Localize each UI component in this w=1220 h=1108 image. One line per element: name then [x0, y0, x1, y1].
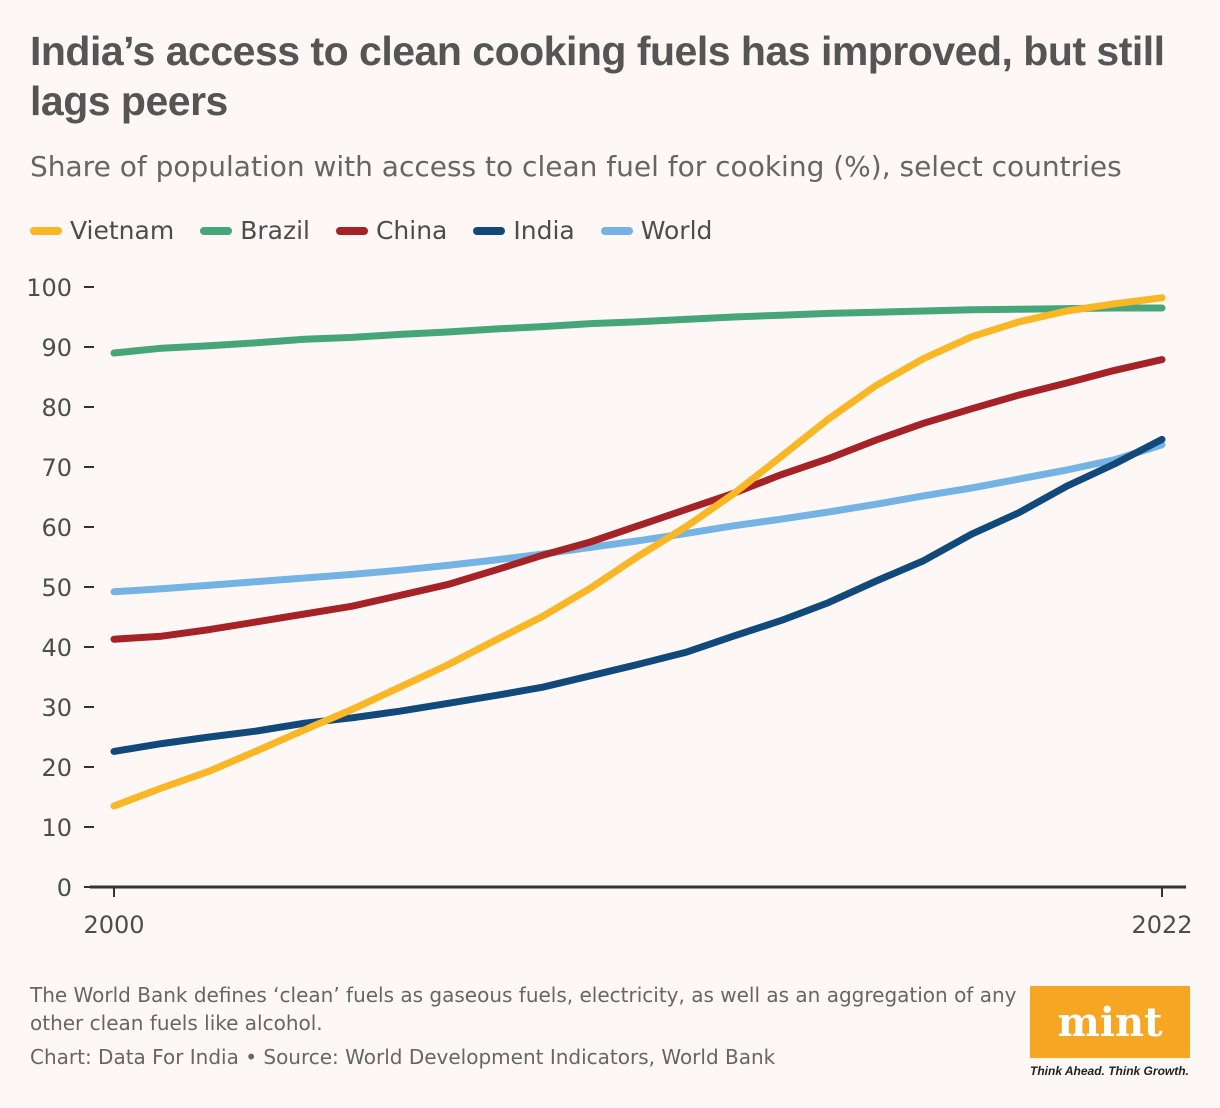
legend-swatch: [473, 226, 506, 235]
y-tick-label: 40: [41, 634, 72, 662]
mint-logo: mint Think Ahead. Think Growth.: [1030, 986, 1200, 1078]
y-tick-label: 90: [41, 334, 72, 362]
legend-item-world: World: [600, 216, 713, 245]
legend-swatch: [335, 226, 368, 235]
series-line-brazil: [110, 304, 1166, 357]
legend-label: India: [513, 216, 575, 245]
y-tick-label: 70: [41, 454, 72, 482]
legend-swatch: [600, 226, 633, 235]
legend-label: World: [640, 216, 713, 245]
legend-item-india: India: [473, 216, 575, 245]
chart-note: The World Bank defines ‘clean’ fuels as …: [30, 983, 1017, 1035]
legend-swatch: [30, 226, 62, 235]
y-tick-label: 0: [57, 874, 72, 902]
legend-item-china: China: [335, 216, 448, 245]
y-tick-label: 60: [41, 514, 72, 542]
logo-wordmark: mint: [1030, 986, 1190, 1058]
y-tick-label: 50: [41, 574, 72, 602]
legend-item-vietnam: Vietnam: [30, 216, 174, 245]
chart-subtitle: Share of population with access to clean…: [30, 150, 1122, 183]
x-tick-label: 2000: [83, 911, 144, 939]
line-chart: 0 10 20 30 40 50 60 70 80 90 100 2000 2022: [26, 274, 1192, 939]
chart-title: India’s access to clean cooking fuels ha…: [30, 28, 1165, 124]
y-tick-label: 80: [41, 394, 72, 422]
series-line-world: [110, 441, 1166, 596]
legend-label: Vietnam: [70, 216, 175, 245]
legend-label: Brazil: [240, 216, 310, 245]
legend-swatch: [200, 226, 233, 235]
chart-source: Chart: Data For India • Source: World De…: [30, 1045, 776, 1069]
x-tick-label: 2022: [1131, 911, 1192, 939]
series-line-vietnam: [110, 294, 1166, 810]
legend-item-brazil: Brazil: [200, 216, 310, 245]
series-line-china: [110, 356, 1166, 643]
logo-tagline: Think Ahead. Think Growth.: [1030, 1064, 1189, 1078]
series-line-india: [110, 435, 1166, 755]
y-tick-label: 100: [26, 274, 72, 302]
legend-label: China: [375, 216, 448, 245]
y-tick-label: 30: [41, 694, 72, 722]
y-tick-label: 10: [41, 814, 72, 842]
legend: Vietnam Brazil China India World: [30, 216, 712, 245]
y-tick-label: 20: [41, 754, 72, 782]
